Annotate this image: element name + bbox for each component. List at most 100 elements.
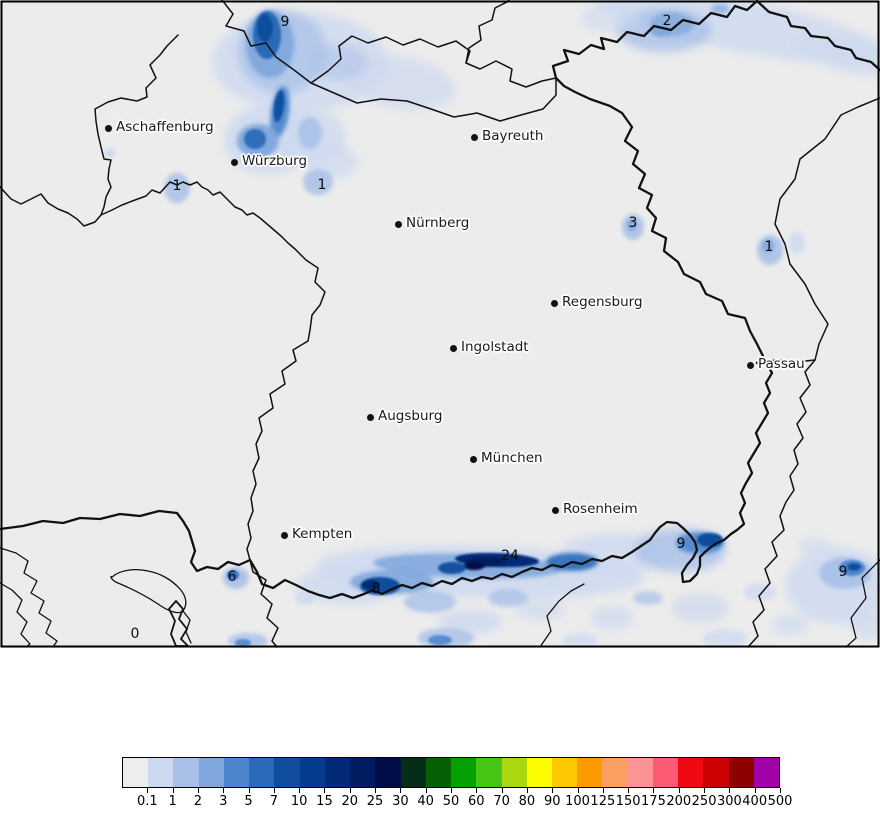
legend-label: 150 [615,794,641,809]
legend-tick [729,788,731,793]
legend-label: 40 [417,794,434,809]
legend-label: 80 [518,794,536,809]
legend-tick [299,788,301,793]
legend-swatch [728,758,754,787]
border-top-branch [465,0,510,64]
legend-label: 15 [316,794,333,809]
legend-label: 10 [290,794,308,809]
legend-swatch [350,758,376,787]
border-swiss-1 [0,547,58,648]
legend-swatch [526,758,552,787]
map-frame [0,0,880,648]
legend-tick [577,788,579,793]
legend-label: 20 [341,794,359,809]
border-west [0,34,179,227]
legend-swatch [451,758,477,787]
legend-tick [552,788,554,793]
legend-swatch [551,758,578,787]
legend-tick [172,788,174,793]
legend-tick [678,788,680,793]
border-baden-wuerttemberg [100,181,326,648]
legend-swatch [602,758,628,787]
legend-swatch [703,758,729,787]
legend-label: 175 [641,794,666,809]
legend-label: 500 [767,794,793,809]
legend-label: 125 [590,794,616,809]
legend-tick [324,788,326,793]
legend-tick [425,788,427,793]
legend-label: 250 [691,794,717,809]
color-scale-ticks [122,788,781,794]
legend-tick [400,788,402,793]
legend-swatch [753,758,780,787]
border-austria-czech [747,97,880,648]
legend-tick [147,788,149,793]
legend-swatch [299,758,325,787]
border-saxony [551,0,759,80]
legend-label: 2 [193,794,203,809]
legend-swatch [577,758,603,787]
border-salzburg [845,559,880,648]
legend-label: 0.1 [136,794,158,809]
legend-label: 100 [565,794,590,809]
legend-swatch [476,758,502,787]
color-scale-bar [122,757,780,788]
legend-swatch [274,758,300,787]
legend-label: 60 [468,794,485,809]
border-passau-junction [756,359,816,364]
color-scale-labels: 0.1 1 2 3 5 7 10 15 20 25 30 40 50 60 70 80 90 100 125 150 1… [122,794,822,812]
legend-label: 90 [543,794,561,809]
legend-swatch [652,758,679,787]
legend-tick [375,788,377,793]
legend-tick [780,788,781,793]
legend-tick [704,788,706,793]
legend-swatch [400,758,426,787]
legend-tick [273,788,275,793]
legend-label: 25 [366,794,384,809]
borders-layer [0,0,880,648]
border-tyrol [539,583,585,648]
legend-tick [451,788,452,793]
legend-swatch [375,758,401,787]
legend-label: 70 [493,794,510,809]
legend-label: 400 [742,794,768,809]
border-alps-austria [0,361,774,600]
map-background [0,0,880,648]
legend-tick [602,788,604,793]
legend-swatch [501,758,527,787]
legend-swatch [249,758,275,787]
legend-label: 200 [666,794,692,809]
legend-label: 7 [269,794,278,809]
legend-swatch [123,758,149,787]
legend-tick [653,788,655,793]
legend-swatch [148,758,174,787]
legend-tick [628,788,630,793]
legend-tick [349,788,351,793]
border-swiss-2 [0,582,31,648]
legend-swatch [324,758,351,787]
caption-area: Niederschlag, 1std (in mm) Modell: ICON-… [0,648,880,748]
legend-tick [197,788,199,793]
border-north [221,0,557,122]
legend-swatch [425,758,452,787]
legend-swatch [678,758,704,787]
legend-label: 300 [716,794,742,809]
legend-tick [476,788,478,793]
legend-swatch [223,758,250,787]
legend-label: 3 [219,794,228,809]
border-thuringia [310,35,557,88]
legend-swatch [198,758,224,787]
border-saxony-east [755,0,880,72]
legend-tick [223,788,225,793]
legend-label: 50 [442,794,460,809]
legend-label: 5 [244,794,253,809]
legend-label: 30 [392,794,409,809]
legend-tick [754,788,756,793]
legend-tick [248,788,250,793]
legend-swatch [627,758,653,787]
legend-tick [526,788,528,793]
border-czech [554,76,765,365]
legend-swatch [173,758,199,787]
legend-tick [501,788,503,793]
